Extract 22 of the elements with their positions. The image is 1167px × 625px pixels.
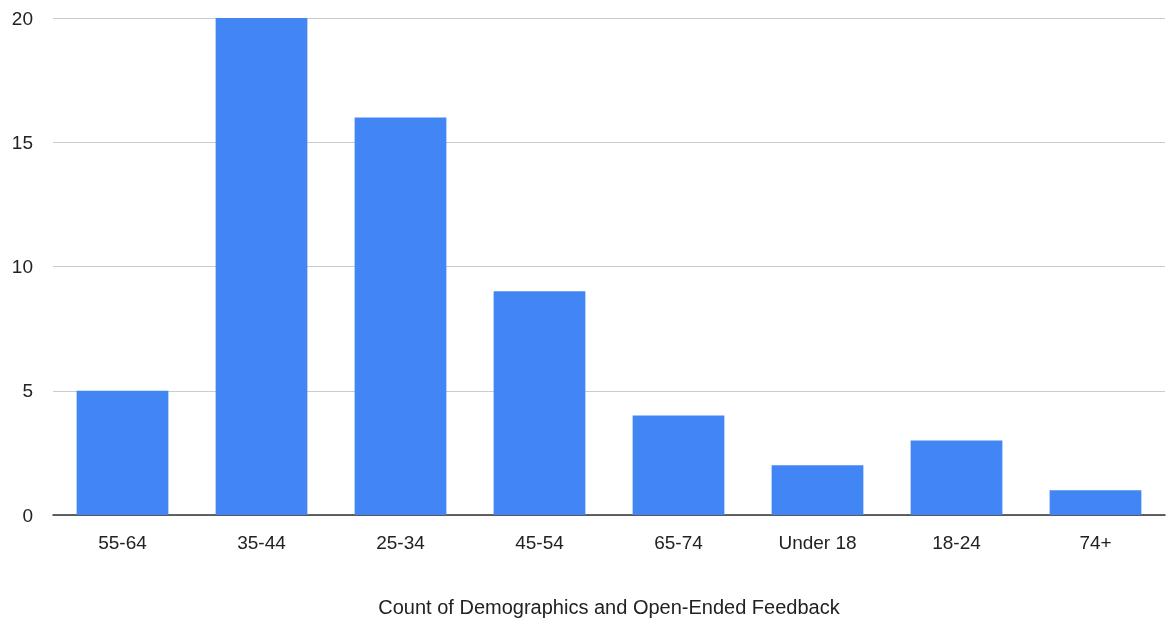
y-tick-label: 10 [11,256,33,277]
y-tick-label: 20 [11,7,33,29]
bar [771,465,864,515]
bar [493,291,586,515]
x-tick-label: 65-74 [654,532,704,553]
y-tick-label: 0 [22,504,33,526]
x-tick-label: 74+ [1079,532,1112,553]
x-tick-label: 35-44 [237,532,287,553]
bar [354,117,447,515]
x-tick-label: 25-34 [376,532,426,553]
bar [215,18,308,515]
x-axis-title: Count of Demographics and Open-Ended Feedback [378,596,841,618]
x-tick-label: 18-24 [932,532,982,553]
x-tick-label: Under 18 [778,532,857,553]
y-tick-label: 5 [22,380,33,402]
bar [910,440,1003,515]
x-tick-label: 55-64 [98,532,148,553]
bar [1049,490,1142,515]
x-tick-label: 45-54 [515,532,565,553]
bar [632,415,725,515]
y-tick-label: 15 [11,131,33,153]
bar [76,390,169,515]
